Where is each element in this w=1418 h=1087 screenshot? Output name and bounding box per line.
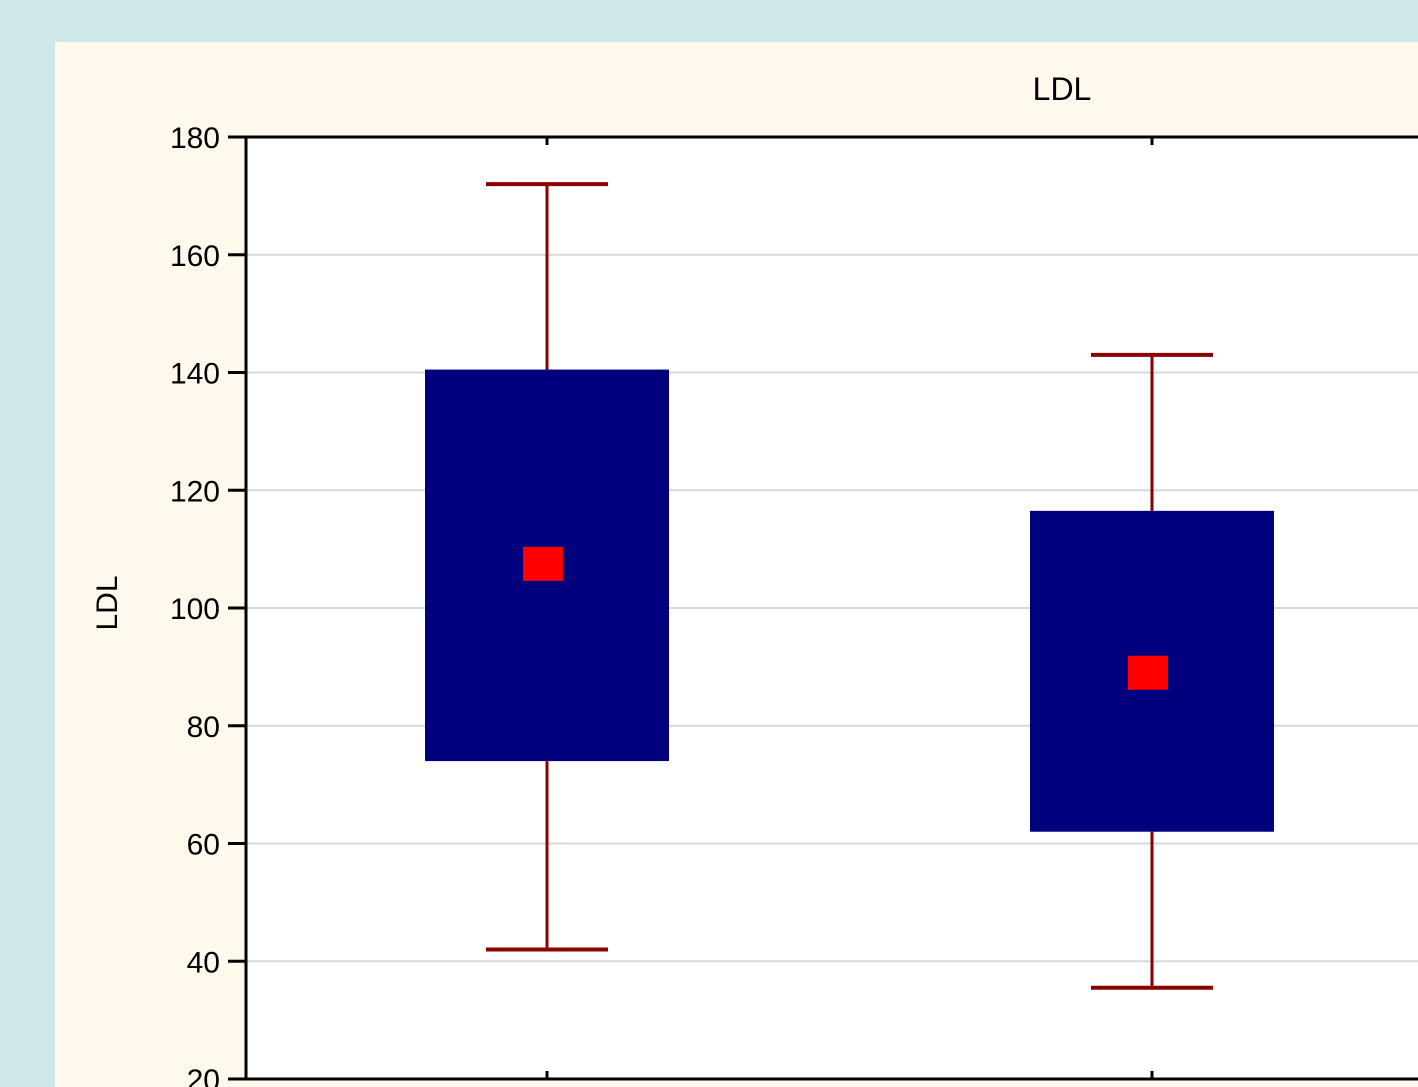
y-tick-label: 120 — [170, 475, 220, 508]
chart-title: LDL — [1033, 71, 1092, 107]
box-group-2 — [1030, 352, 1274, 990]
y-axis-label: LDL — [91, 575, 124, 630]
box-group-1 — [425, 182, 669, 952]
axis-labels: 20 40 60 80 100 120 140 160 180 — [170, 122, 220, 1087]
axes — [228, 135, 1418, 1081]
mean-marker — [1128, 655, 1168, 690]
y-tick-label: 20 — [187, 1064, 220, 1087]
y-tick-label: 60 — [187, 829, 220, 862]
y-tick-label: 160 — [170, 240, 220, 273]
y-tick-label: 140 — [170, 358, 220, 391]
boxes — [425, 182, 1274, 990]
y-tick-label: 100 — [170, 593, 220, 626]
mean-marker — [523, 546, 563, 581]
y-tick-label: 180 — [170, 122, 220, 155]
y-tick-label: 40 — [187, 946, 220, 979]
y-tick-label: 80 — [187, 711, 220, 744]
